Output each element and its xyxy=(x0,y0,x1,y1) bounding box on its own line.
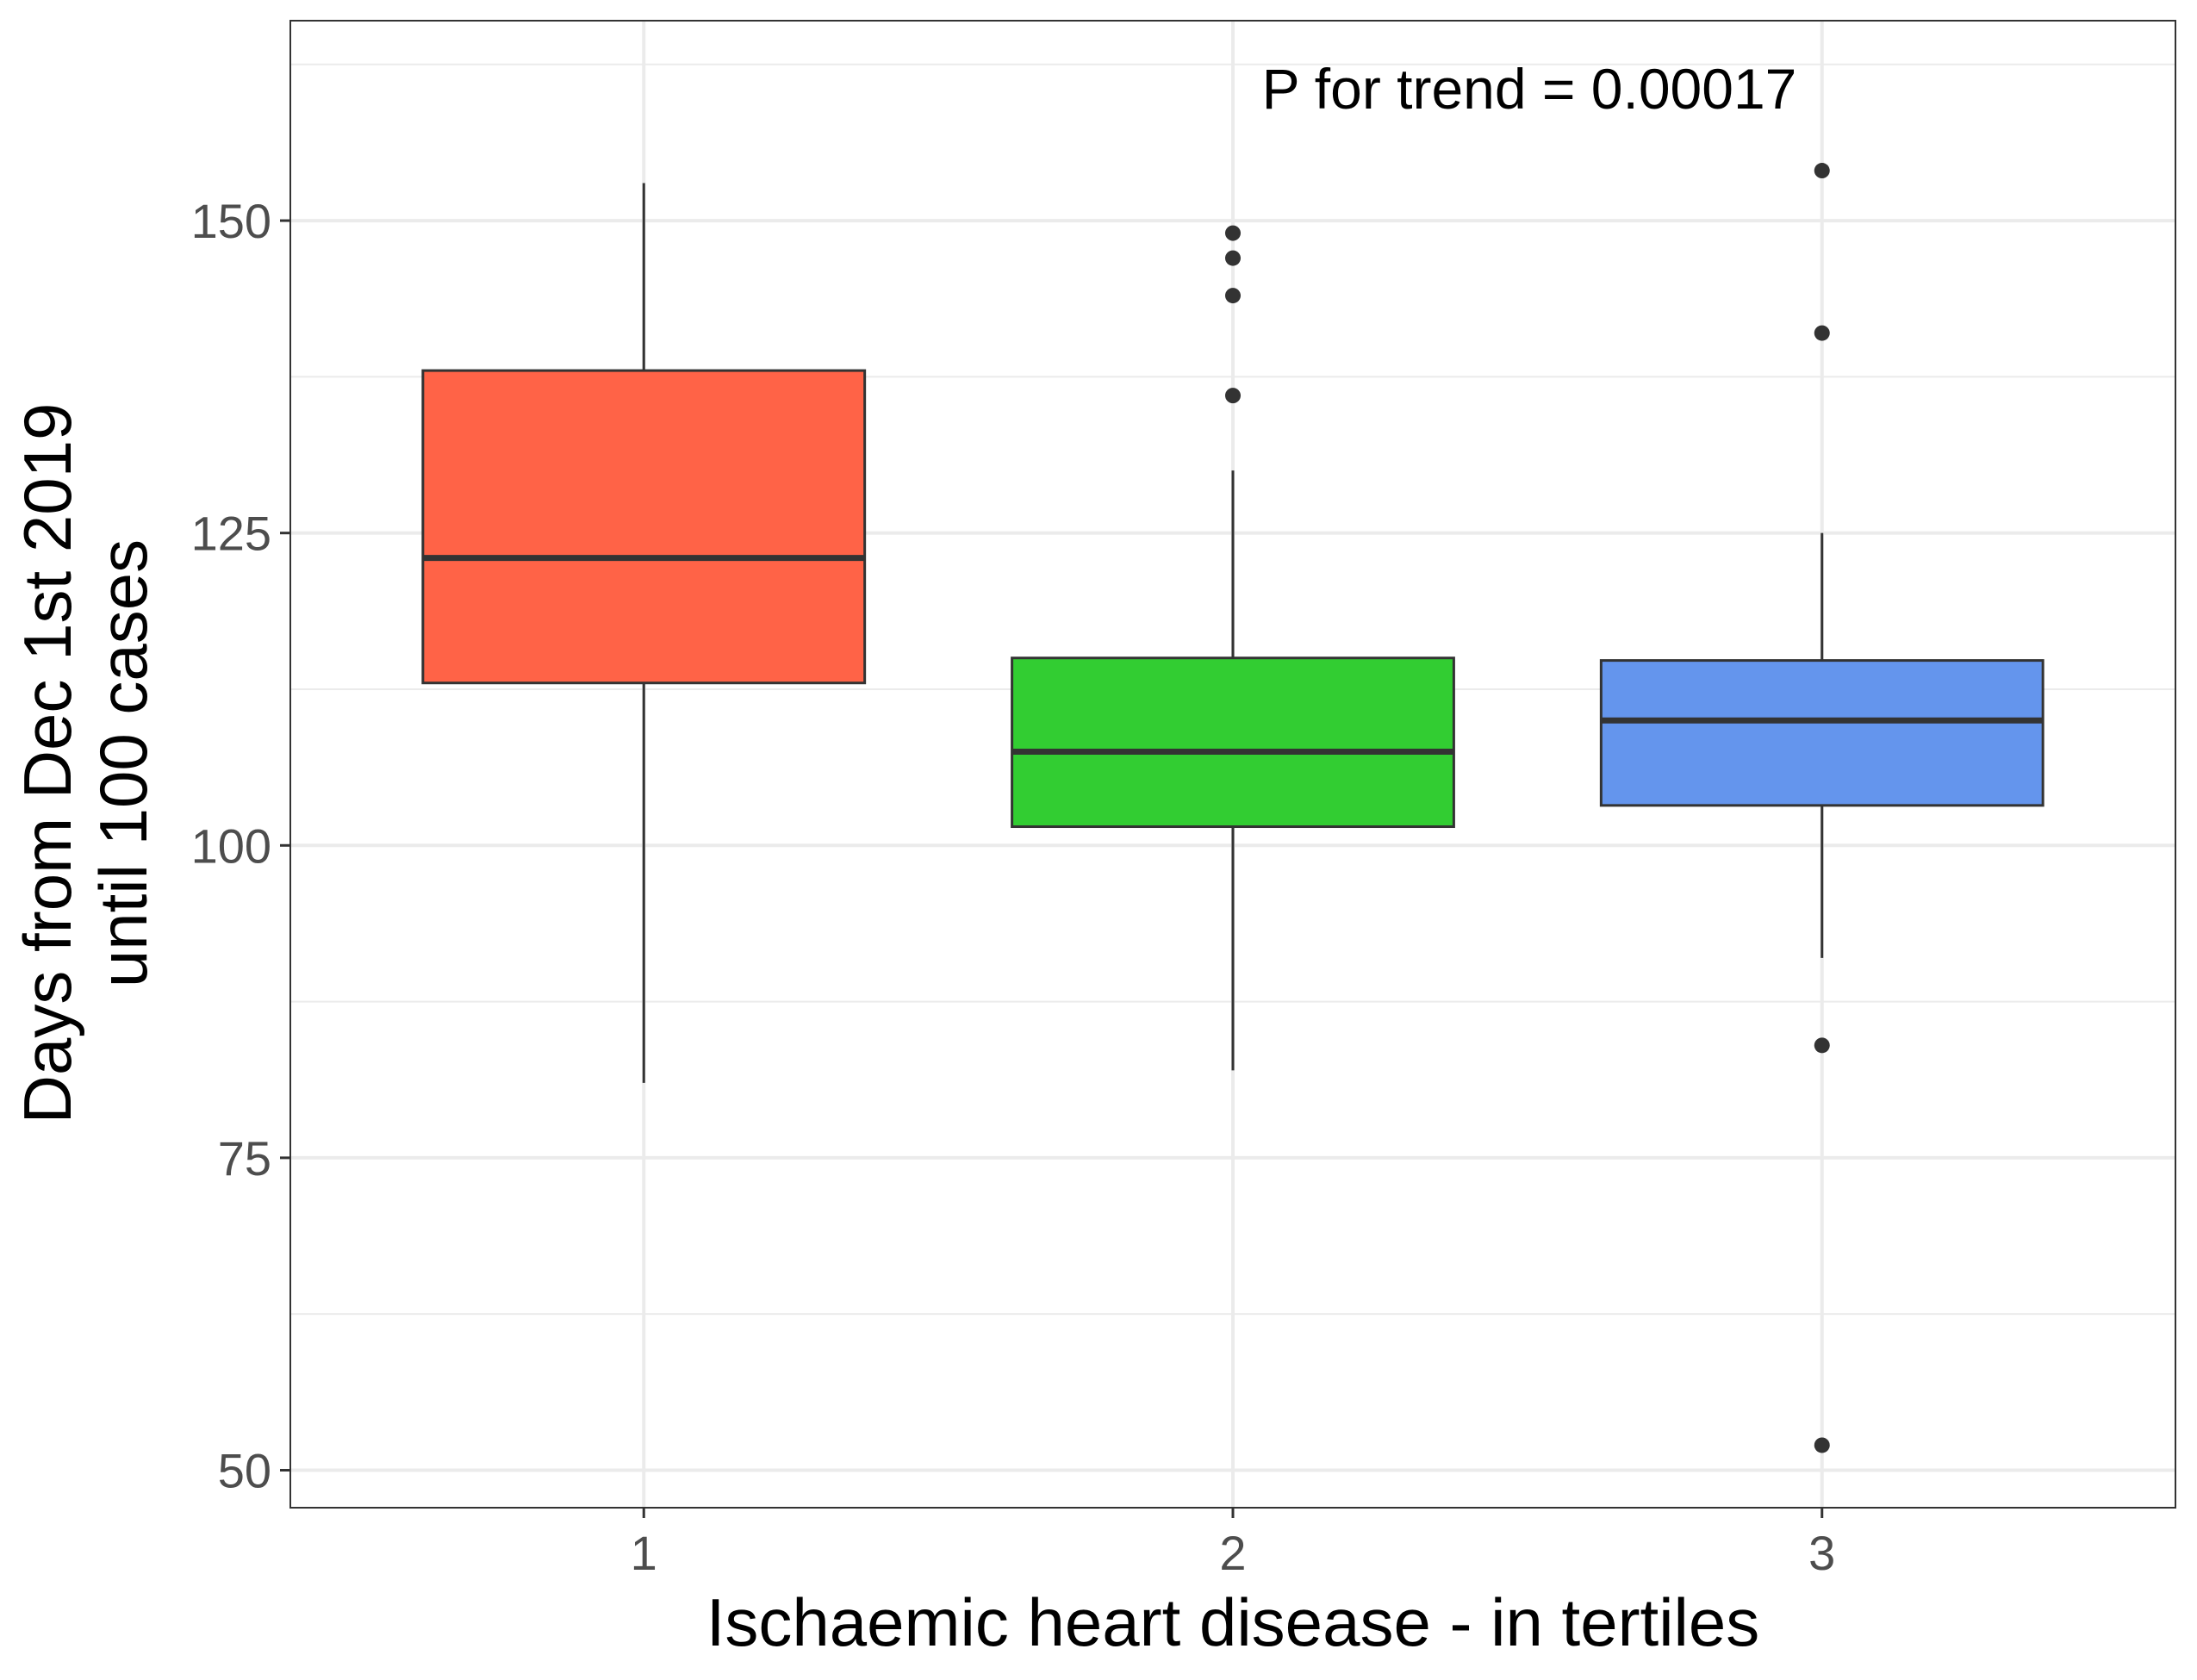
outlier-point xyxy=(1814,163,1830,179)
outlier-point xyxy=(1814,325,1830,341)
outlier-point xyxy=(1225,388,1241,404)
outlier-point xyxy=(1225,225,1241,241)
y-tick-label: 100 xyxy=(191,818,271,873)
outlier-point xyxy=(1814,1437,1830,1453)
y-axis-ticks: 50 75 100 125 150 xyxy=(191,194,290,1497)
x-axis-ticks: 1 2 3 xyxy=(631,1508,1835,1580)
y-axis-title-line-2: until 100 cases xyxy=(85,539,161,987)
outlier-point xyxy=(1225,250,1241,266)
box-series xyxy=(421,163,2045,1453)
box xyxy=(1011,656,1455,829)
x-tick-label: 1 xyxy=(631,1526,657,1580)
y-tick-label: 50 xyxy=(218,1443,271,1497)
box-group-1 xyxy=(421,183,867,1083)
box-group-3 xyxy=(1599,163,2045,1453)
box-group-2 xyxy=(1011,225,1455,1071)
outlier-point xyxy=(1814,1037,1830,1054)
trend-annotation: P for trend = 0.00017 xyxy=(1262,57,1797,121)
x-tick-label: 2 xyxy=(1219,1526,1246,1580)
y-tick-label: 150 xyxy=(191,194,271,248)
outlier-point xyxy=(1225,288,1241,304)
x-axis-title: Ischaemic heart disease - in tertiles xyxy=(706,1584,1760,1660)
box xyxy=(421,369,867,685)
y-tick-label: 125 xyxy=(191,507,271,561)
y-axis-title: Days from Dec 1st 2019 until 100 cases xyxy=(9,403,161,1124)
y-axis-title-line-1: Days from Dec 1st 2019 xyxy=(9,403,85,1124)
y-tick-label: 75 xyxy=(218,1131,271,1185)
box xyxy=(1599,659,2045,807)
x-tick-label: 3 xyxy=(1808,1526,1835,1580)
